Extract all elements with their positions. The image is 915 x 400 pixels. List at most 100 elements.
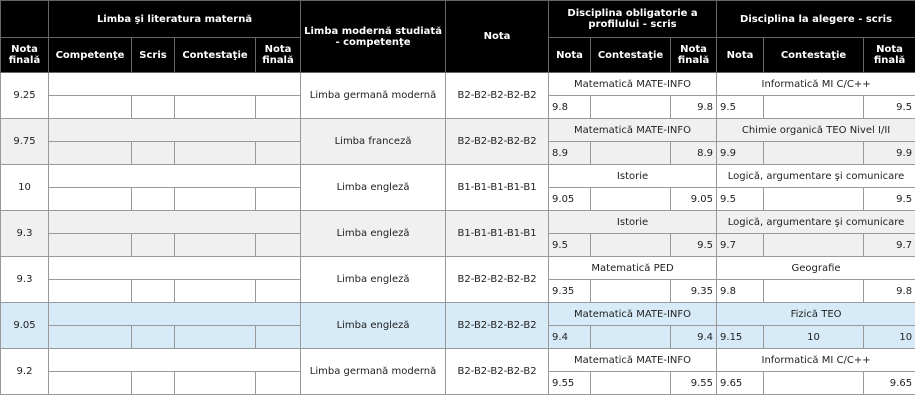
empty-cell <box>47 256 302 280</box>
header-cell: Nota finală <box>254 37 302 73</box>
header-cell: Limba modernă studiată - competenţe <box>300 0 447 73</box>
grade: 9.15 <box>716 325 765 349</box>
subject-name: Matematică MATE-INFO <box>548 348 718 372</box>
header-cell: Nota finală <box>670 37 718 73</box>
grade: 9.65 <box>716 371 765 395</box>
empty-cell <box>174 233 256 257</box>
header-cell: Contestaţie <box>590 37 672 73</box>
empty-cell <box>131 95 175 119</box>
empty-cell <box>48 233 132 257</box>
subject-name: Geografie <box>716 256 915 280</box>
subject-name: Matematică MATE-INFO <box>548 302 718 326</box>
grade: 9.05 <box>548 187 592 211</box>
table-row: 9.5 9.5 9.7 9.7 <box>1 233 915 257</box>
final-grade: 9.3 <box>0 256 49 303</box>
table-row: 9.3 Limba engleză B1-B1-B1-B1-B1 Istorie Log… <box>0 210 915 257</box>
grade: 9.8 <box>548 95 592 119</box>
final-grade: 9.4 <box>670 325 718 349</box>
grade: 9.55 <box>548 371 592 395</box>
table-row: 9.2 Limba germană modernă B2-B2-B2-B2-B2 Ma… <box>0 348 915 395</box>
empty-cell <box>131 233 175 257</box>
empty-cell <box>131 371 175 395</box>
final-grade: 9.05 <box>0 302 49 349</box>
empty-cell <box>48 325 132 349</box>
empty-cell <box>47 164 302 188</box>
header-cell: Scris <box>131 37 175 73</box>
subject-name: Informatică MI C/C++ <box>716 72 915 96</box>
modern-language: Limba engleză <box>300 302 447 349</box>
appeal-grade <box>590 187 672 211</box>
appeal-grade <box>763 371 865 395</box>
empty-cell <box>48 279 132 303</box>
appeal-grade <box>763 233 865 257</box>
empty-cell <box>131 141 175 165</box>
header-cell: Nota <box>548 37 592 73</box>
empty-cell <box>174 279 256 303</box>
subject-name: Logică, argumentare şi comunicare <box>716 210 915 234</box>
appeal-grade <box>590 95 672 119</box>
final-grade: 9.3 <box>0 210 49 257</box>
corner-cell <box>0 0 49 38</box>
header-cell: Nota <box>445 0 550 73</box>
final-grade: 9.7 <box>863 233 915 257</box>
empty-cell <box>254 325 302 349</box>
final-grade: 10 <box>863 325 915 349</box>
language-level: B1-B1-B1-B1-B1 <box>445 164 550 211</box>
modern-language: Limba engleză <box>300 164 447 211</box>
grade: 9.5 <box>716 187 765 211</box>
empty-cell <box>131 279 175 303</box>
empty-cell <box>254 233 302 257</box>
empty-cell <box>174 95 256 119</box>
grade: 9.8 <box>716 279 765 303</box>
empty-cell <box>48 141 132 165</box>
final-grade: 9.55 <box>670 371 718 395</box>
grade: 9.35 <box>548 279 592 303</box>
final-grade: 9.65 <box>863 371 915 395</box>
table-row: 9.55 9.55 9.65 9.65 <box>1 371 915 395</box>
empty-cell <box>47 210 302 234</box>
header-cell: Contestaţie <box>763 37 865 73</box>
grade: 8.9 <box>548 141 592 165</box>
subject-name: Matematică MATE-INFO <box>548 72 718 96</box>
appeal-grade <box>763 141 865 165</box>
table-row: 9.75 Limba franceză B2-B2-B2-B2-B2 Matemati… <box>0 118 915 165</box>
table-body: 9.25 Limba germană modernă B2-B2-B2-B2-B2 M… <box>0 72 915 395</box>
table-row: 9.05 Limba engleză B2-B2-B2-B2-B2 Matematic… <box>0 302 915 349</box>
subject-name: Chimie organică TEO Nivel I/II <box>716 118 915 142</box>
final-grade: 9.5 <box>670 233 718 257</box>
table-row: 9.4 9.4 9.15 10 10 <box>1 325 915 349</box>
language-level: B2-B2-B2-B2-B2 <box>445 302 550 349</box>
final-grade: 9.8 <box>670 95 718 119</box>
language-level: B1-B1-B1-B1-B1 <box>445 210 550 257</box>
modern-language: Limba germană modernă <box>300 348 447 395</box>
empty-cell <box>48 187 132 211</box>
appeal-grade <box>763 95 865 119</box>
empty-cell <box>48 371 132 395</box>
subject-name: Logică, argumentare şi comunicare <box>716 164 915 188</box>
final-grade: 9.25 <box>0 72 49 119</box>
appeal-grade <box>763 279 865 303</box>
subject-name: Fizică TEO <box>716 302 915 326</box>
language-level: B2-B2-B2-B2-B2 <box>445 72 550 119</box>
final-grade: 9.75 <box>0 118 49 165</box>
grade: 9.7 <box>716 233 765 257</box>
final-grade: 9.5 <box>863 95 915 119</box>
final-grade: 9.35 <box>670 279 718 303</box>
subject-name: Informatică MI C/C++ <box>716 348 915 372</box>
final-grade: 9.05 <box>670 187 718 211</box>
header-cell: Contestaţie <box>174 37 256 73</box>
empty-cell <box>47 348 302 372</box>
final-grade: 9.8 <box>863 279 915 303</box>
empty-cell <box>254 371 302 395</box>
header-cell: Competenţe <box>48 37 132 73</box>
final-grade: 9.5 <box>863 187 915 211</box>
empty-cell <box>174 187 256 211</box>
header-cell: Disciplina obligatorie a profilului - sc… <box>548 0 718 38</box>
grade: 9.5 <box>716 95 765 119</box>
empty-cell <box>48 95 132 119</box>
empty-cell <box>254 279 302 303</box>
empty-cell <box>254 141 302 165</box>
table-row: 10 Limba engleză B1-B1-B1-B1-B1 Istorie Logi… <box>0 164 915 211</box>
